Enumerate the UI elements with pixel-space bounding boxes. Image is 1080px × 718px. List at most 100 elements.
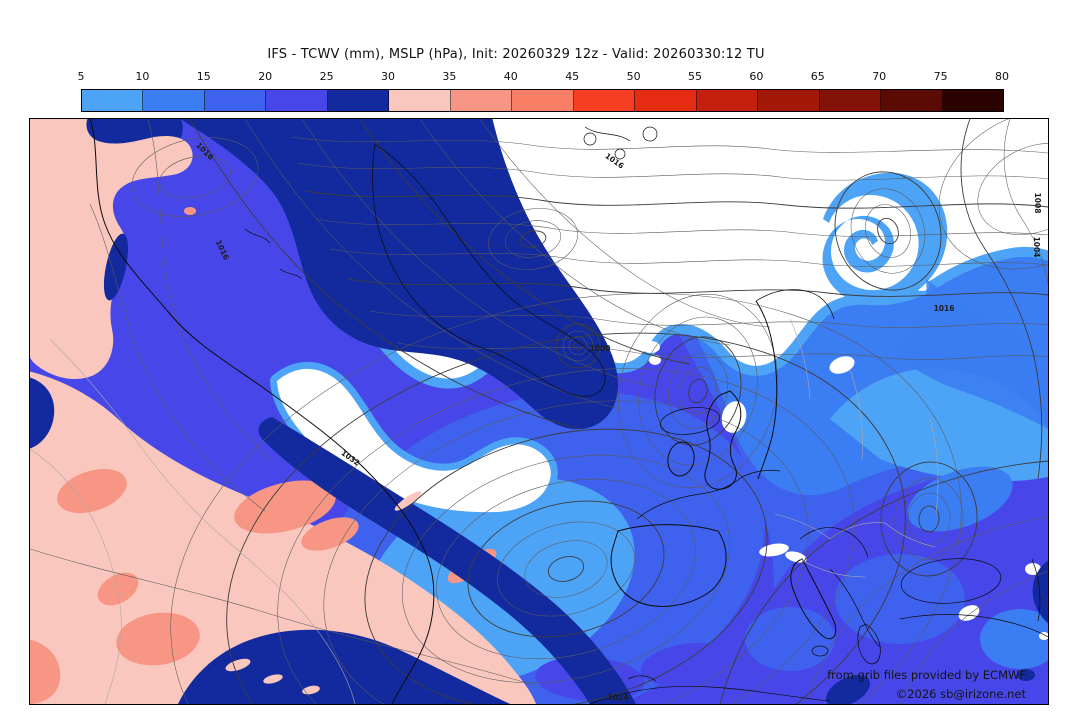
dry-regions-shape xyxy=(755,318,781,348)
colorbar-tick: 80 xyxy=(995,70,1009,83)
coastlines-shape xyxy=(627,675,657,682)
isobar-contours-shape xyxy=(364,428,768,704)
colorbar-cell xyxy=(573,90,636,111)
coastlines-shape xyxy=(583,132,597,146)
credit-ecmwf: from grib files provided by ECMWF xyxy=(827,668,1026,682)
tcwv-shading-shape xyxy=(980,609,1048,669)
colorbar-tick: 25 xyxy=(319,70,334,83)
isobar-contours-shape xyxy=(277,368,855,704)
colorbar-cell xyxy=(819,90,882,111)
isobar-contours-shape xyxy=(524,540,608,598)
coastlines-shape xyxy=(89,119,435,704)
tcwv-shading-shape xyxy=(835,554,965,644)
country-borders-shape xyxy=(849,368,863,460)
colorbar-tick: 60 xyxy=(749,70,764,83)
isobar-label: 1024 xyxy=(608,693,629,702)
pink-regions-shape xyxy=(97,572,139,606)
isobar-contours-shape xyxy=(436,478,696,660)
pink-regions-shape xyxy=(103,233,129,301)
isobar-contours-shape xyxy=(562,330,594,362)
colorbar-cell xyxy=(696,90,759,111)
front-band-shape xyxy=(178,629,510,704)
coastlines-shape xyxy=(30,448,122,704)
isobar-contours-shape xyxy=(850,188,926,274)
coastlines-shape xyxy=(899,614,1048,638)
coastlines-shape xyxy=(900,558,1002,604)
coastlines-shape xyxy=(790,558,837,640)
coastlines-shape xyxy=(857,623,881,665)
country-borders xyxy=(774,318,939,578)
coastlines-shape xyxy=(244,228,303,280)
isobar-contours-shape xyxy=(30,548,541,688)
colorbar-cell xyxy=(512,90,574,111)
country-borders-shape xyxy=(929,418,939,515)
coastlines-shape xyxy=(636,476,743,520)
isobar-contours-shape xyxy=(688,378,708,404)
isobar-contours-shape xyxy=(244,119,621,410)
isobar-contours-shape xyxy=(329,248,1048,267)
isobar-contours-shape xyxy=(488,208,578,270)
colorbar-cell xyxy=(881,90,943,111)
colorbar-tick: 40 xyxy=(503,70,518,83)
isobar-contours-shape xyxy=(315,218,1048,237)
pink-regions-shape xyxy=(184,207,196,215)
colorbar-tick: 15 xyxy=(196,70,211,83)
isobar-contours-shape xyxy=(305,190,1048,209)
front-band-shape xyxy=(1017,669,1035,681)
colorbar-tick: 55 xyxy=(687,70,702,83)
isobar-contours-shape xyxy=(519,230,547,248)
isobar-contours-shape xyxy=(359,119,691,365)
isobar-contours-shape xyxy=(668,353,728,429)
colorbar-cell xyxy=(82,90,144,111)
isobar-contours-shape xyxy=(1003,119,1048,285)
dry-regions-shape xyxy=(642,341,660,353)
map-panel: 1016 1016 1016 1000 1032 1016 1008 1004 1024 fro… xyxy=(29,118,1049,705)
coastlines-shape xyxy=(667,441,695,477)
isobar-contours-shape xyxy=(401,454,731,684)
coastlines-shape xyxy=(811,645,829,657)
colorbar-cell xyxy=(389,90,451,111)
colorbar-cell xyxy=(143,90,205,111)
isobar-contours-shape xyxy=(479,119,771,328)
dry-regions-shape xyxy=(649,355,661,365)
colorbar-cell xyxy=(450,90,513,111)
chart-title: IFS - TCWV (mm), MSLP (hPa), Init: 20260… xyxy=(267,47,765,62)
colorbar-tick: 65 xyxy=(810,70,825,83)
isobar-contours-shape xyxy=(899,570,1048,704)
front-band xyxy=(178,417,1048,704)
colorbar-tick: 30 xyxy=(380,70,395,83)
isobar-contours-shape xyxy=(568,336,588,356)
isobar-contours-shape xyxy=(504,220,562,258)
isobar-label: 1016 xyxy=(934,304,955,313)
colorbar-tick: 70 xyxy=(872,70,887,83)
colorbar-tick: 5 xyxy=(77,70,85,83)
isobar-contours-shape xyxy=(719,460,1048,704)
isobar-contours-shape xyxy=(189,119,581,430)
tcwv-shading-shape xyxy=(907,466,1013,532)
isobar-label: 1004 xyxy=(1032,237,1041,258)
polar-low-comma-shape xyxy=(891,279,1048,429)
isobar-contours-shape xyxy=(877,217,899,245)
coastlines-shape xyxy=(584,126,631,142)
front-band-shape xyxy=(825,674,871,704)
isobar-label: 1000 xyxy=(590,344,611,353)
country-borders-shape xyxy=(789,318,811,400)
isobar-contours-shape xyxy=(297,162,1048,181)
coastlines-shape xyxy=(610,524,727,607)
coastlines xyxy=(30,119,1048,704)
coastlines-shape xyxy=(1031,558,1041,622)
colorbar-tick-labels: 5 10 15 20 25 30 35 40 45 50 55 60 65 70 75 80 xyxy=(77,70,1010,84)
isobar-contours-shape xyxy=(170,293,962,704)
isobar-contours-shape xyxy=(419,119,731,346)
front-band-shape xyxy=(225,658,251,672)
isobar-contours-shape xyxy=(397,342,1048,360)
isobar-contours-shape xyxy=(638,316,758,466)
isobar-contours-shape xyxy=(301,119,656,388)
isobar-contours-shape xyxy=(347,278,1048,297)
coastlines-shape xyxy=(659,407,721,435)
isobar-contours-shape xyxy=(618,293,778,489)
dry-regions-shape xyxy=(958,605,980,621)
isobar-label: 1008 xyxy=(1033,193,1042,214)
tcwv-shading-shape xyxy=(745,607,835,671)
